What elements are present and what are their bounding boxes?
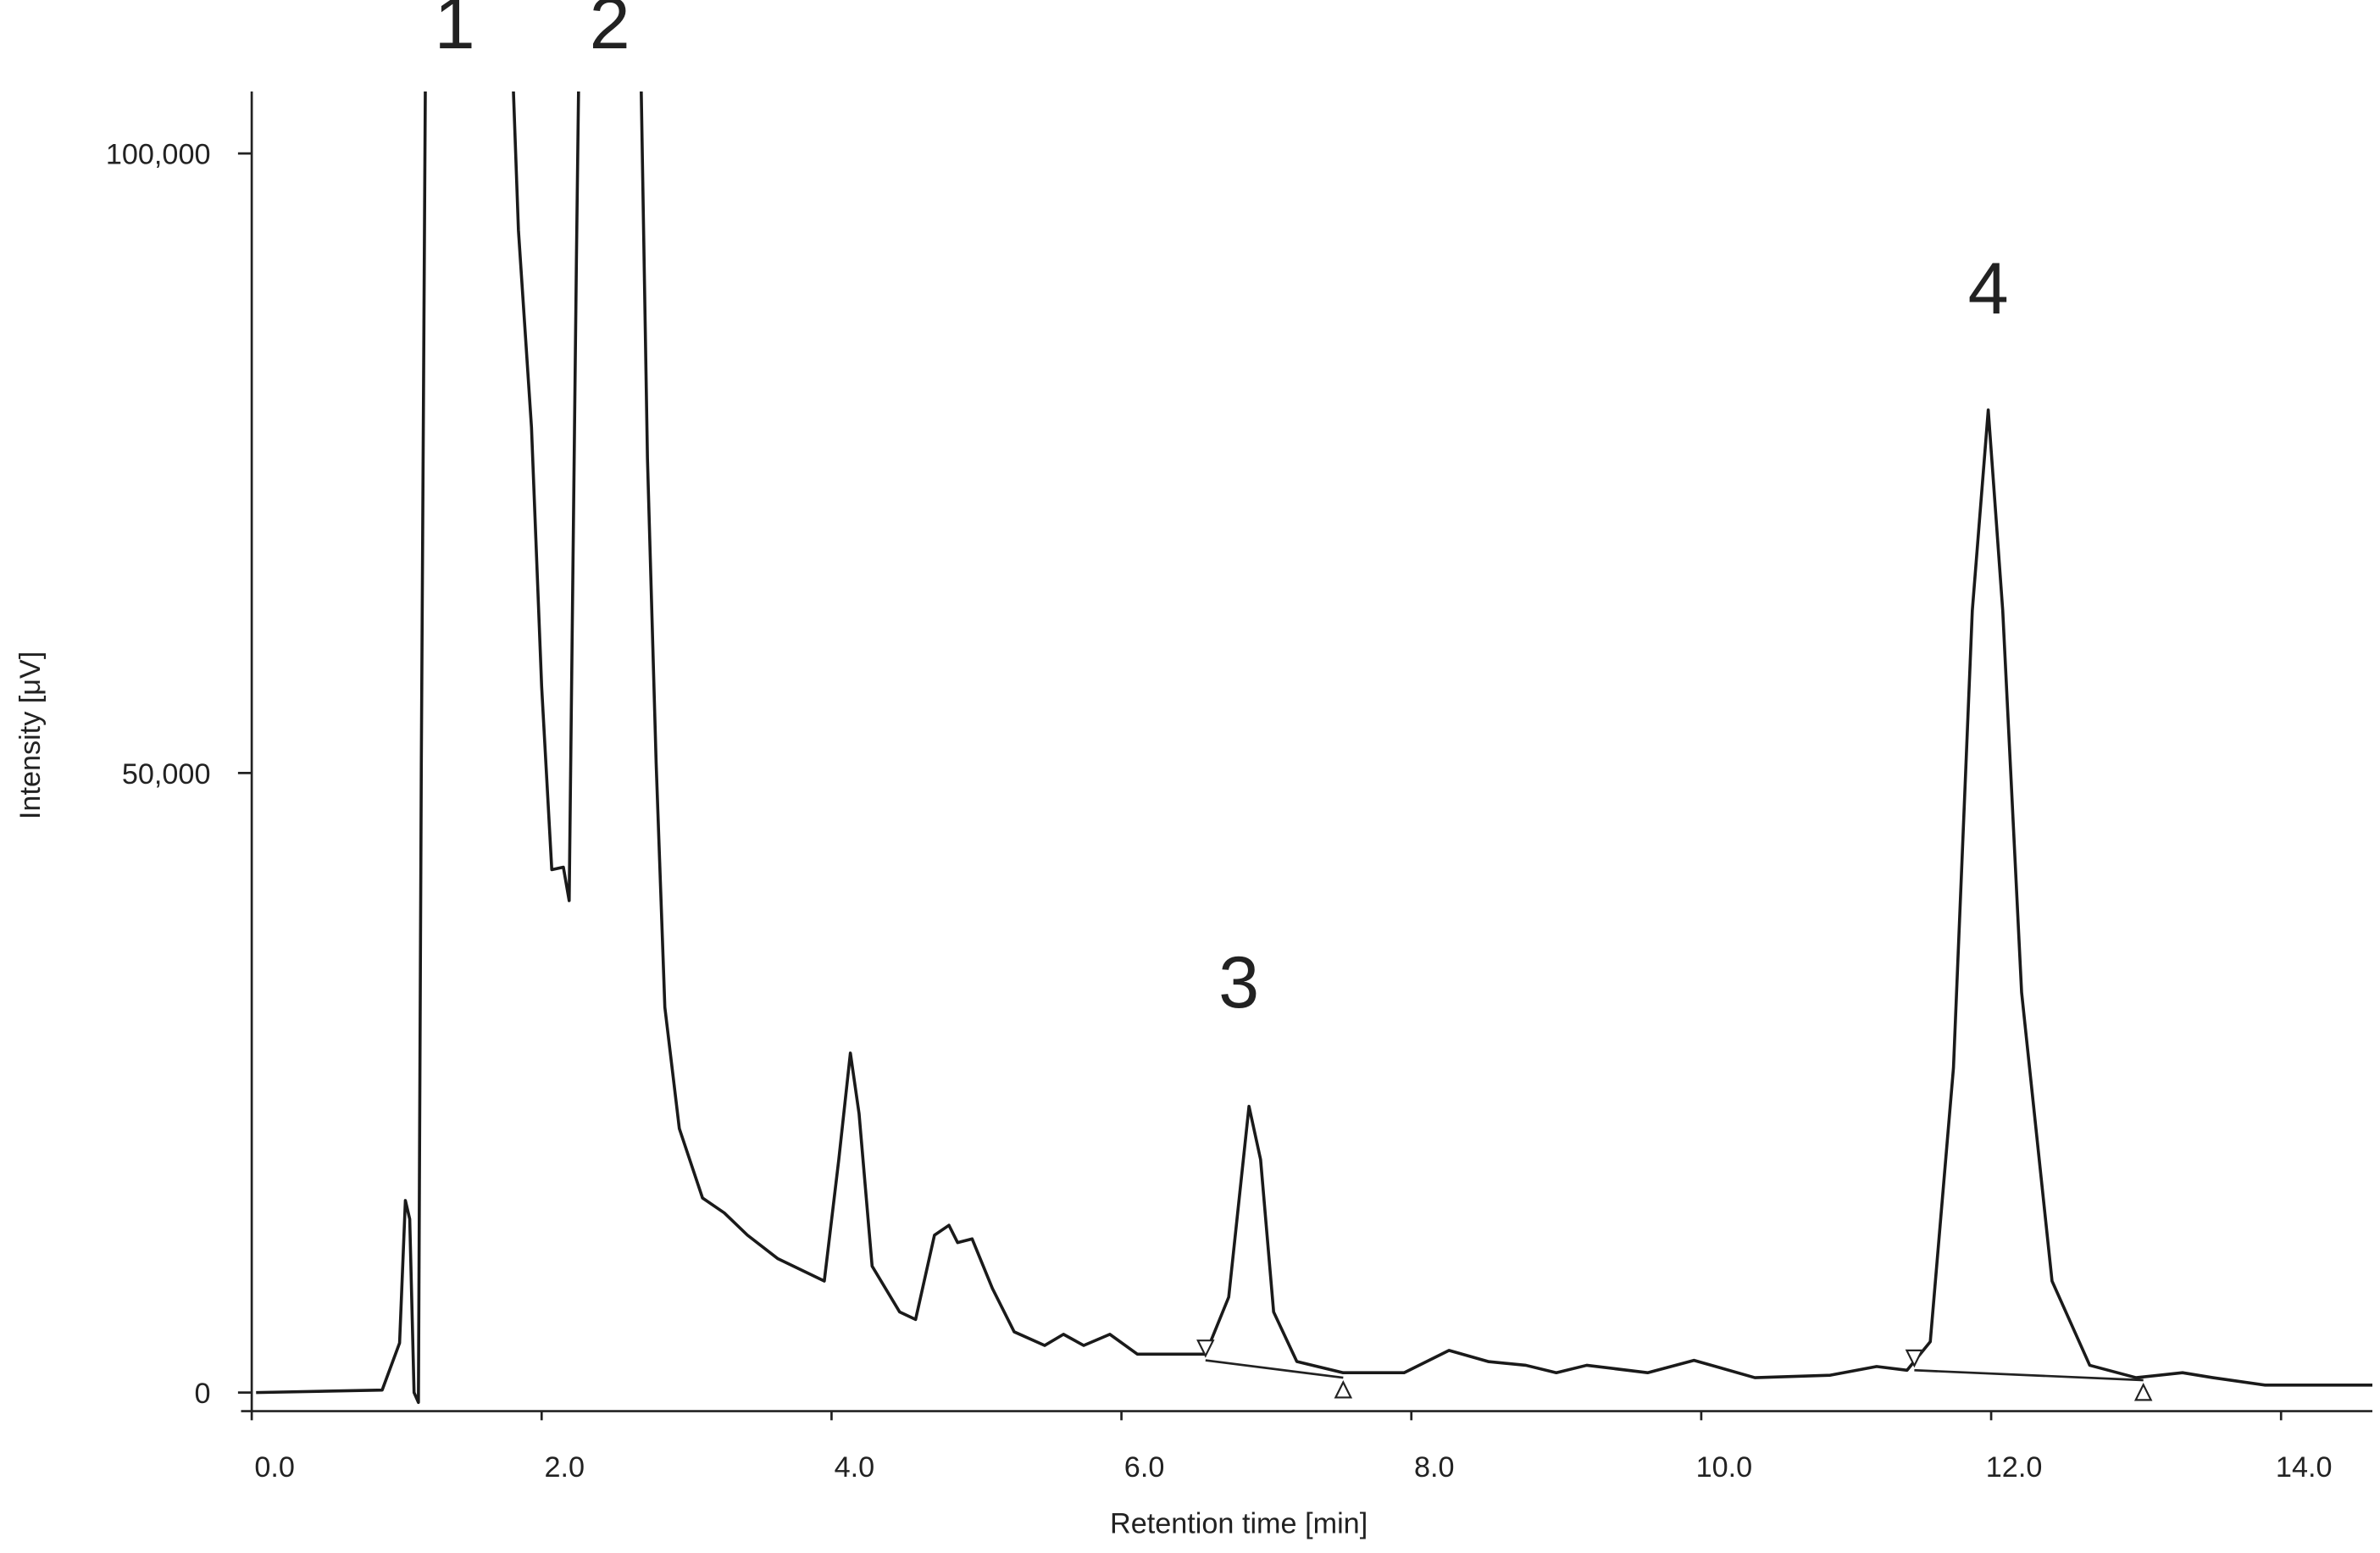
plot-area xyxy=(256,92,2372,1405)
integration-baseline xyxy=(1914,1368,2144,1382)
peak-label: 2 xyxy=(590,0,630,64)
peak-end-marker xyxy=(2133,1382,2153,1401)
x-tick-label: 6.0 xyxy=(1124,1451,1165,1484)
x-tick-label: 2.0 xyxy=(544,1451,585,1484)
peak-start-marker xyxy=(1196,1339,1215,1358)
x-tick-label: 8.0 xyxy=(1414,1451,1455,1484)
chromatogram-line xyxy=(256,92,2372,1405)
x-tick-label: 4.0 xyxy=(835,1451,875,1484)
peak-start-marker xyxy=(1905,1349,1924,1368)
y-tick-label: 50,000 xyxy=(122,758,211,790)
x-tick-label: 10.0 xyxy=(1696,1451,1753,1484)
peak-label: 4 xyxy=(1968,248,2009,330)
peak-label: 1 xyxy=(435,0,475,64)
x-axis-title: Retention time [min] xyxy=(1110,1508,1368,1540)
x-tick-label: 14.0 xyxy=(2276,1451,2333,1484)
x-tick-label: 12.0 xyxy=(1986,1451,2043,1484)
y-axis-title: Intensity [μV] xyxy=(14,652,47,819)
y-tick-label: 100,000 xyxy=(106,139,211,171)
integration-baseline xyxy=(1205,1359,1344,1379)
y-tick-label: 0 xyxy=(194,1378,210,1410)
peak-end-marker xyxy=(1334,1380,1353,1399)
peak-label: 3 xyxy=(1218,942,1259,1023)
x-tick-label: 0.0 xyxy=(254,1451,295,1484)
